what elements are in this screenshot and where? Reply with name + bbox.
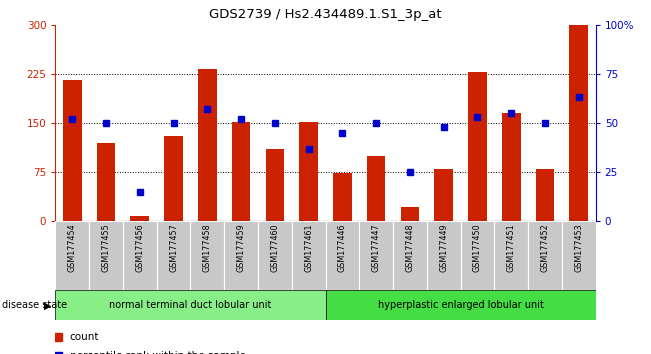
Bar	[528, 221, 562, 290]
Text: disease state: disease state	[2, 300, 67, 310]
Bar	[299, 122, 318, 221]
Bar	[326, 221, 359, 290]
Text: percentile rank within the sample: percentile rank within the sample	[70, 351, 245, 354]
Bar	[570, 25, 588, 221]
Text: count: count	[70, 332, 99, 342]
Text: GSM177460: GSM177460	[270, 223, 279, 272]
Bar	[494, 221, 528, 290]
Text: GSM177455: GSM177455	[102, 223, 111, 272]
Bar	[164, 136, 183, 221]
Bar	[266, 149, 284, 221]
Bar	[89, 221, 123, 290]
Text: GSM177454: GSM177454	[68, 223, 77, 272]
Bar	[55, 221, 89, 290]
Text: GSM177446: GSM177446	[338, 223, 347, 272]
Bar	[55, 290, 325, 320]
Bar	[461, 221, 494, 290]
Bar	[198, 69, 217, 221]
Text: GSM177453: GSM177453	[574, 223, 583, 272]
Bar	[232, 122, 251, 221]
Bar	[400, 207, 419, 221]
Bar	[367, 156, 385, 221]
Text: GSM177457: GSM177457	[169, 223, 178, 272]
Bar	[191, 221, 224, 290]
Bar	[123, 221, 157, 290]
Bar	[536, 169, 554, 221]
Text: GSM177452: GSM177452	[540, 223, 549, 272]
Bar	[224, 221, 258, 290]
Text: GSM177451: GSM177451	[506, 223, 516, 272]
Bar	[292, 221, 326, 290]
Bar	[562, 221, 596, 290]
Bar	[326, 290, 596, 320]
Bar	[333, 173, 352, 221]
Bar	[63, 80, 81, 221]
Bar	[393, 221, 427, 290]
Text: GSM177461: GSM177461	[304, 223, 313, 272]
Bar	[258, 221, 292, 290]
Text: GSM177449: GSM177449	[439, 223, 448, 272]
Bar	[434, 169, 453, 221]
Text: GSM177458: GSM177458	[203, 223, 212, 272]
Bar	[130, 216, 149, 221]
Text: GSM177450: GSM177450	[473, 223, 482, 272]
Text: ▶: ▶	[44, 300, 51, 310]
Bar	[468, 72, 487, 221]
Text: GSM177448: GSM177448	[406, 223, 415, 272]
Bar	[359, 221, 393, 290]
Text: GSM177459: GSM177459	[236, 223, 245, 272]
Title: GDS2739 / Hs2.434489.1.S1_3p_at: GDS2739 / Hs2.434489.1.S1_3p_at	[209, 8, 442, 21]
Text: GSM177447: GSM177447	[372, 223, 381, 272]
Bar	[157, 221, 191, 290]
Bar	[97, 143, 115, 221]
Text: GSM177456: GSM177456	[135, 223, 145, 272]
Bar	[502, 113, 521, 221]
Bar	[427, 221, 461, 290]
Text: hyperplastic enlarged lobular unit: hyperplastic enlarged lobular unit	[378, 300, 544, 310]
Text: normal terminal duct lobular unit: normal terminal duct lobular unit	[109, 300, 271, 310]
